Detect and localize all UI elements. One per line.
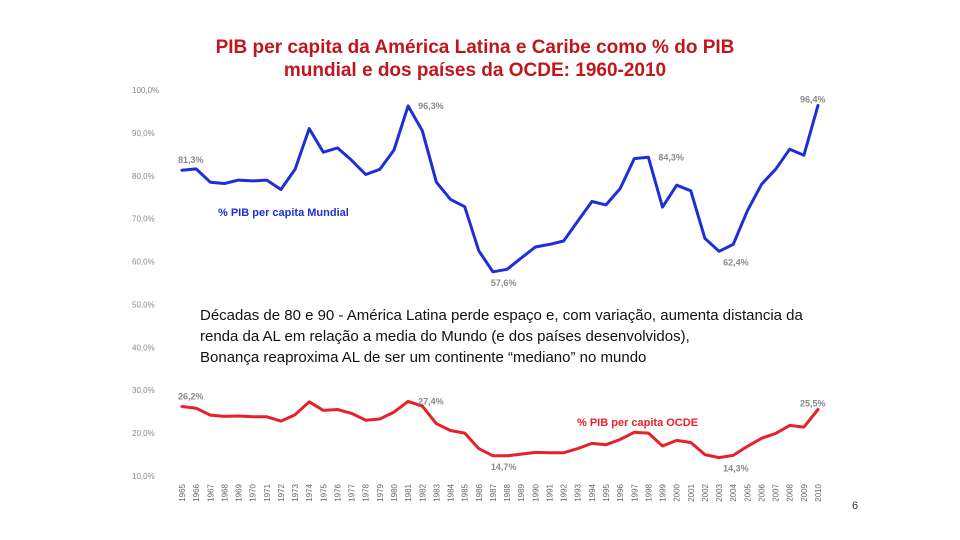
y-tick-label: 10,0% xyxy=(132,472,155,481)
x-tick-label: 2003 xyxy=(715,483,724,501)
chart-title-line-1: PIB per capita da América Latina e Carib… xyxy=(215,37,735,58)
x-tick-label: 1975 xyxy=(319,483,328,501)
data-label: 84,3% xyxy=(658,152,684,162)
x-tick-label: 1992 xyxy=(560,483,569,501)
x-tick-label: 1966 xyxy=(192,483,201,501)
annotation-layer: 81,3% 96,3% 57,6% 84,3% 62,4% 96,4% 26,2% 27,4%… xyxy=(178,94,826,473)
x-tick-label: 1967 xyxy=(206,483,215,501)
data-label: 96,3% xyxy=(418,101,444,111)
x-axis: 1965 1966 1967 1968 1969 1970 1971 1972 1973 1974… xyxy=(178,483,823,501)
legend-ocde: % PIB per capita OCDE xyxy=(577,417,698,429)
x-tick-label: 2004 xyxy=(729,483,738,501)
x-tick-label: 1986 xyxy=(475,483,484,501)
x-tick-label: 1981 xyxy=(404,483,413,501)
x-tick-label: 1977 xyxy=(348,483,357,501)
x-tick-label: 1995 xyxy=(602,483,611,501)
x-tick-label: 1997 xyxy=(630,483,639,501)
x-tick-label: 1972 xyxy=(277,483,286,501)
caption-line-1: Décadas de 80 e 90 - América Latina perd… xyxy=(200,307,803,324)
data-label: 62,4% xyxy=(723,257,749,267)
y-tick-label: 90,0% xyxy=(132,129,155,138)
x-tick-label: 2002 xyxy=(701,483,710,501)
x-tick-label: 2000 xyxy=(673,483,682,501)
data-label: 26,2% xyxy=(178,392,204,402)
data-label: 14,7% xyxy=(491,462,517,472)
caption-line-3: Bonança reaproxima AL de ser um continen… xyxy=(200,349,647,366)
x-tick-label: 1979 xyxy=(376,483,385,501)
x-tick-label: 2006 xyxy=(757,483,766,501)
y-tick-label: 100,0% xyxy=(132,86,159,95)
y-tick-label: 60,0% xyxy=(132,258,155,267)
x-tick-label: 2009 xyxy=(800,483,809,501)
data-label: 25,5% xyxy=(800,399,826,409)
data-label: 57,6% xyxy=(491,278,517,288)
x-tick-label: 1974 xyxy=(305,483,314,501)
x-tick-label: 1998 xyxy=(644,483,653,501)
x-tick-label: 1980 xyxy=(390,483,399,501)
x-tick-label: 1985 xyxy=(461,483,470,501)
y-tick-label: 50,0% xyxy=(132,300,155,309)
data-label: 96,4% xyxy=(800,94,826,104)
y-tick-label: 80,0% xyxy=(132,172,155,181)
x-tick-label: 1968 xyxy=(220,483,229,501)
caption-line-2: renda da AL em relação a media do Mundo … xyxy=(200,328,690,345)
x-tick-label: 1973 xyxy=(291,483,300,501)
x-tick-label: 1976 xyxy=(333,483,342,501)
x-tick-label: 1989 xyxy=(517,483,526,501)
x-tick-label: 1978 xyxy=(362,483,371,501)
x-tick-label: 1996 xyxy=(616,483,625,501)
x-tick-label: 2005 xyxy=(743,483,752,501)
y-tick-label: 70,0% xyxy=(132,215,155,224)
x-tick-label: 1983 xyxy=(432,483,441,501)
data-label: 27,4% xyxy=(418,396,444,406)
x-tick-label: 1969 xyxy=(235,483,244,501)
series-line-ocde xyxy=(180,399,820,460)
x-tick-label: 1990 xyxy=(531,483,540,501)
y-axis: 100,0% 90,0% 80,0% 70,0% 60,0% 50,0% 40,0% 30,0… xyxy=(132,86,159,481)
y-tick-label: 40,0% xyxy=(132,343,155,352)
x-tick-label: 2007 xyxy=(772,483,781,501)
x-tick-label: 1999 xyxy=(659,483,668,501)
y-tick-label: 30,0% xyxy=(132,386,155,395)
x-tick-label: 2001 xyxy=(687,483,696,501)
caption-text: Décadas de 80 e 90 - América Latina perd… xyxy=(200,305,940,368)
x-tick-label: 2008 xyxy=(786,483,795,501)
x-tick-label: 1971 xyxy=(263,483,272,501)
x-tick-label: 1984 xyxy=(447,483,456,501)
x-tick-label: 1994 xyxy=(588,483,597,501)
series-layer xyxy=(180,103,820,460)
x-tick-label: 1982 xyxy=(418,483,427,501)
y-tick-label: 20,0% xyxy=(132,429,155,438)
series-line-mundial xyxy=(180,103,820,274)
chart-title: PIB per capita da América Latina e Carib… xyxy=(150,36,800,82)
x-tick-label: 1993 xyxy=(574,483,583,501)
legend-mundial: % PIB per capita Mundial xyxy=(218,207,349,219)
x-tick-label: 1965 xyxy=(178,483,187,501)
chart-title-line-2: mundial e dos países da OCDE: 1960-2010 xyxy=(283,60,667,81)
slide-number: 6 xyxy=(852,500,859,512)
x-tick-label: 2010 xyxy=(814,483,823,501)
data-label: 14,3% xyxy=(723,464,749,474)
x-tick-label: 1987 xyxy=(489,483,498,501)
x-tick-label: 1970 xyxy=(249,483,258,501)
data-label: 81,3% xyxy=(178,155,204,165)
legend-layer: % PIB per capita Mundial % PIB per capita… xyxy=(218,207,698,429)
x-tick-label: 1988 xyxy=(503,483,512,501)
x-tick-label: 1991 xyxy=(545,483,554,501)
